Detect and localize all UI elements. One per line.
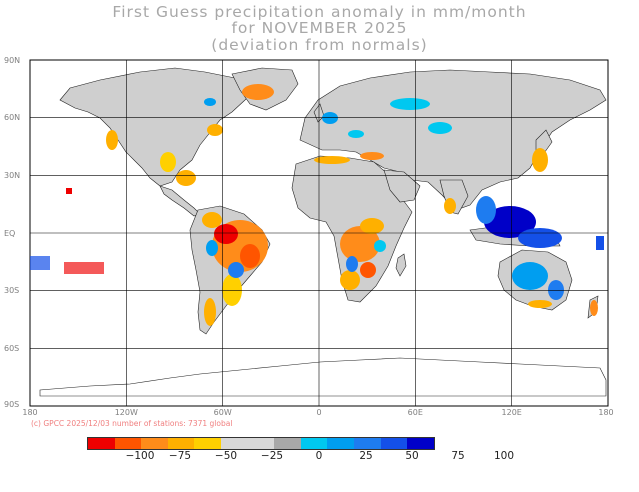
- lon-label-180e: 180: [598, 408, 614, 417]
- grid-lines: [30, 60, 608, 406]
- colorbar-swatch: [194, 438, 221, 449]
- colorbar-label: 100: [493, 450, 515, 462]
- lat-label-30n: 30N: [4, 171, 21, 180]
- antarctica: [39, 357, 607, 397]
- colorbar-swatch: [274, 438, 301, 449]
- colorbar-swatch: [300, 438, 328, 449]
- colorbar-label: −50: [214, 450, 238, 462]
- colorbar-label: −100: [125, 450, 155, 462]
- lon-label-120e: 120E: [501, 408, 522, 417]
- lon-label-60e: 60E: [407, 408, 423, 417]
- colorbar-swatch: [88, 438, 115, 449]
- colorbar-swatch: [407, 438, 434, 449]
- colorbar-swatch: [220, 438, 248, 449]
- map-subtitle: for NOVEMBER 2025: [231, 19, 408, 37]
- colorbar-swatch: [141, 438, 168, 449]
- lat-label-90s: 90S: [4, 400, 20, 409]
- lat-label-60s: 60S: [4, 344, 20, 353]
- colorbar-label: 50: [405, 450, 419, 462]
- lat-label-30s: 30S: [4, 286, 20, 295]
- colorbar-label: 25: [359, 450, 373, 462]
- colorbar-swatch: [247, 438, 275, 449]
- lat-label-eq: EQ: [4, 229, 16, 238]
- map-subtitle-note: (deviation from normals): [211, 36, 428, 54]
- map-title: First Guess precipitation anomaly in mm/…: [112, 3, 527, 21]
- credit-text: (c) GPCC 2025/12/03 number of stations: …: [31, 419, 233, 428]
- colorbar-swatch: [353, 438, 381, 449]
- lon-label-60w: 60W: [213, 408, 232, 417]
- lon-label-0: 0: [316, 408, 322, 417]
- colorbar: [87, 437, 435, 450]
- colorbar-label: 0: [315, 450, 323, 462]
- lat-label-90n: 90N: [4, 56, 21, 65]
- colorbar-label: −75: [168, 450, 192, 462]
- colorbar-label: 75: [451, 450, 465, 462]
- lat-label-60n: 60N: [4, 113, 21, 122]
- madagascar: [395, 253, 407, 277]
- india: [439, 179, 469, 215]
- arabia: [383, 169, 421, 203]
- lon-label-120w: 120W: [114, 408, 138, 417]
- colorbar-swatch: [380, 438, 408, 449]
- colorbar-swatch: [327, 438, 354, 449]
- colorbar-swatch: [114, 438, 142, 449]
- lon-label-180w: 180: [22, 408, 38, 417]
- colorbar-label: −25: [260, 450, 284, 462]
- colorbar-swatch: [167, 438, 195, 449]
